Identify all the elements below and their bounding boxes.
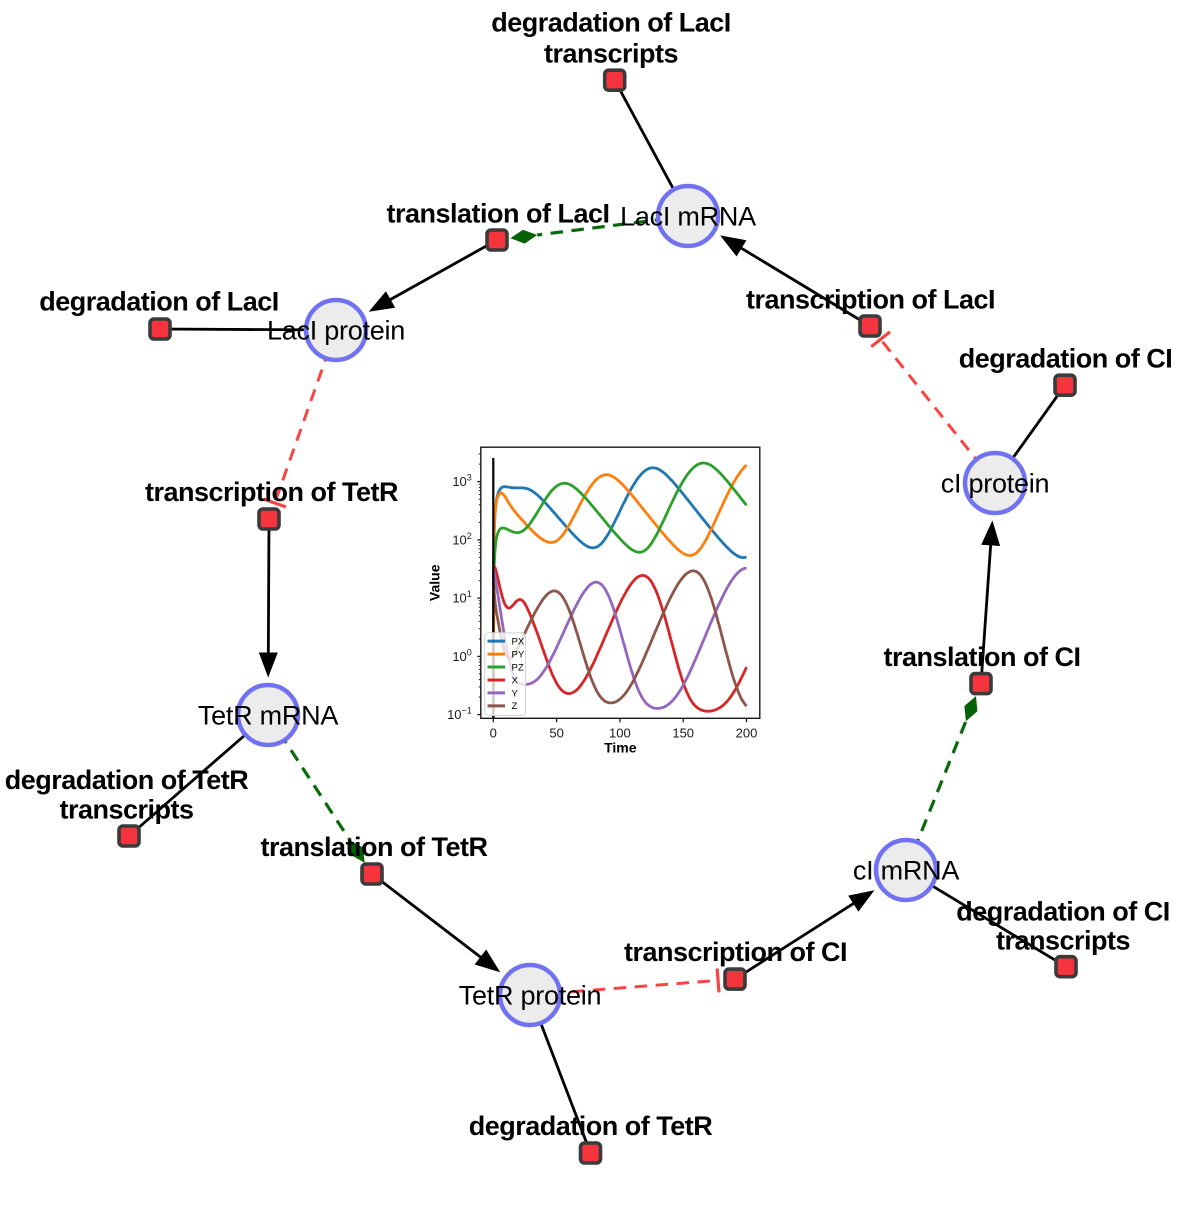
- svg-text:PX: PX: [512, 637, 525, 648]
- svg-text:translation of CI: translation of CI: [883, 642, 1080, 672]
- svg-text:transcripts: transcripts: [996, 926, 1130, 956]
- svg-text:cI mRNA: cI mRNA: [853, 856, 959, 886]
- svg-text:LacI protein: LacI protein: [267, 316, 405, 346]
- svg-text:degradation of CI: degradation of CI: [956, 897, 1170, 927]
- svg-text:Time: Time: [604, 740, 637, 756]
- svg-text:transcription of LacI: transcription of LacI: [746, 285, 995, 315]
- svg-text:degradation of TetR: degradation of TetR: [5, 765, 249, 795]
- svg-text:degradation of LacI: degradation of LacI: [39, 287, 279, 317]
- svg-text:PZ: PZ: [512, 662, 524, 673]
- svg-text:transcription of TetR: transcription of TetR: [145, 477, 398, 507]
- svg-text:Z: Z: [512, 701, 518, 712]
- svg-text:50: 50: [549, 726, 563, 741]
- svg-text:Value: Value: [427, 564, 443, 601]
- svg-text:degradation of TetR: degradation of TetR: [469, 1111, 713, 1141]
- svg-text:degradation of LacI: degradation of LacI: [491, 8, 731, 38]
- svg-text:degradation of CI: degradation of CI: [959, 344, 1173, 374]
- svg-text:TetR protein: TetR protein: [459, 981, 602, 1011]
- svg-text:0: 0: [490, 726, 497, 741]
- svg-text:TetR mRNA: TetR mRNA: [198, 701, 339, 731]
- svg-text:LacI mRNA: LacI mRNA: [620, 202, 756, 232]
- svg-text:transcription of CI: transcription of CI: [624, 937, 847, 967]
- svg-text:translation of LacI: translation of LacI: [386, 199, 609, 229]
- svg-text:X: X: [512, 675, 519, 686]
- svg-text:transcripts: transcripts: [544, 39, 678, 69]
- svg-text:200: 200: [736, 726, 758, 741]
- svg-text:cI protein: cI protein: [941, 469, 1050, 499]
- svg-text:100: 100: [609, 726, 631, 741]
- svg-text:Y: Y: [512, 688, 519, 699]
- svg-text:translation of TetR: translation of TetR: [260, 832, 487, 862]
- svg-text:150: 150: [672, 726, 694, 741]
- svg-text:transcripts: transcripts: [59, 795, 193, 825]
- svg-text:PY: PY: [512, 650, 525, 661]
